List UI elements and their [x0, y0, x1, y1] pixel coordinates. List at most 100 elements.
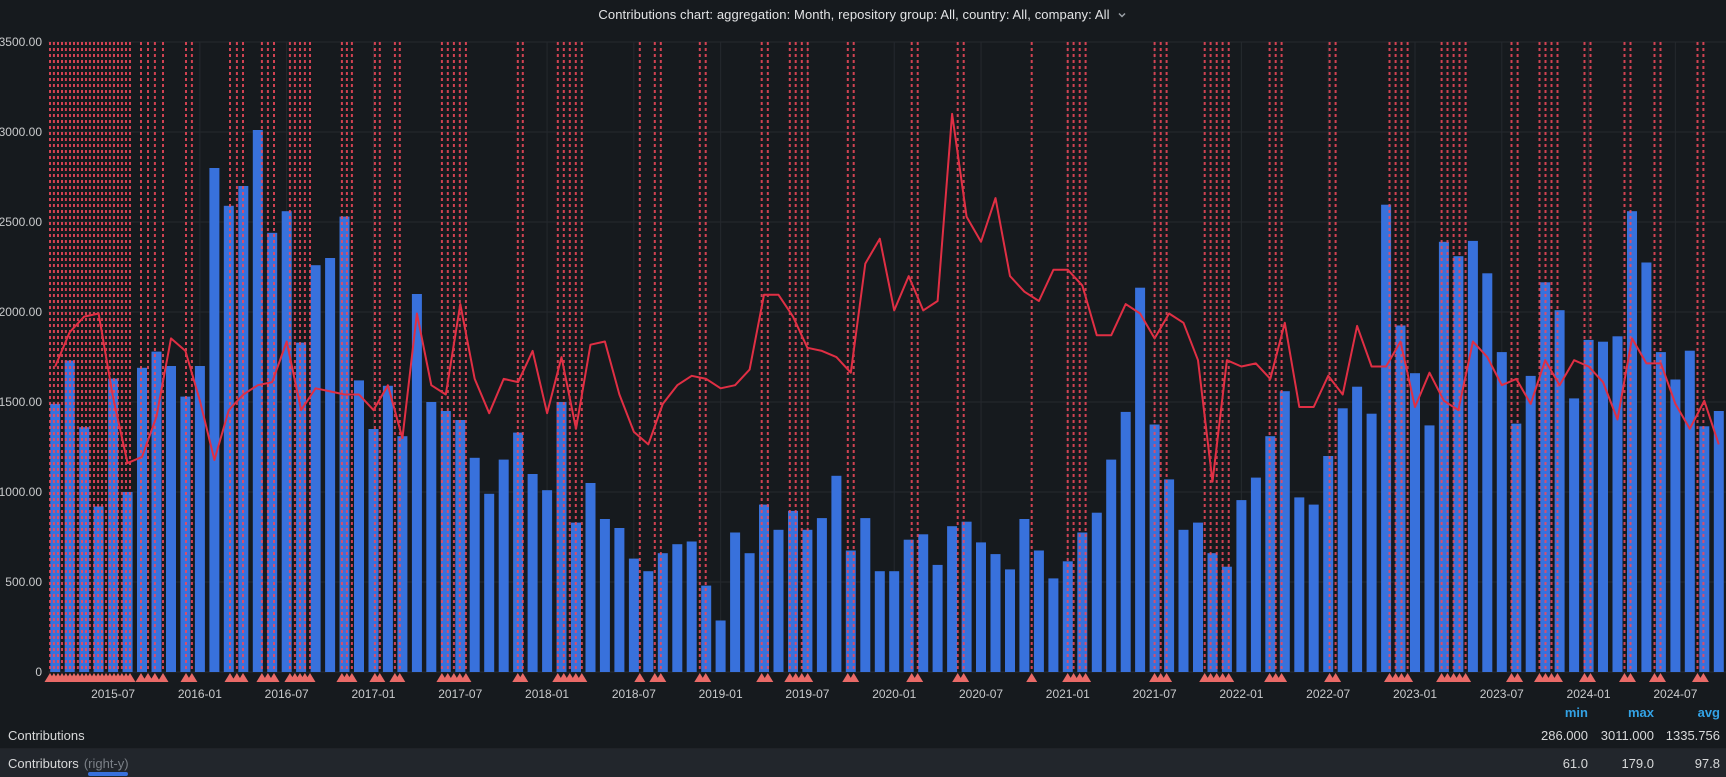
contributors-line[interactable] — [54, 112, 1720, 483]
contributions-bar[interactable] — [1381, 204, 1392, 672]
contributions-bar[interactable] — [903, 539, 914, 672]
contributions-bar[interactable] — [889, 571, 900, 672]
legend-series-name[interactable]: Contributors — [8, 755, 79, 771]
annotation-marker-icon[interactable] — [268, 673, 280, 682]
contributions-bar[interactable] — [1033, 550, 1044, 673]
contributions-bar[interactable] — [585, 483, 596, 672]
contributions-bar[interactable] — [643, 571, 654, 672]
contributions-bar[interactable] — [1612, 336, 1623, 672]
contributions-bar[interactable] — [556, 402, 567, 672]
contributions-bar[interactable] — [281, 211, 292, 672]
contributions-bar[interactable] — [1424, 425, 1435, 672]
contributions-bar[interactable] — [325, 258, 336, 672]
contributions-bar[interactable] — [1135, 287, 1146, 672]
legend-col-max[interactable]: max — [1627, 705, 1654, 720]
contributions-bar[interactable] — [1670, 379, 1681, 673]
chevron-down-icon[interactable] — [1116, 9, 1128, 21]
contributions-bar[interactable] — [1164, 479, 1175, 672]
contributions-bar[interactable] — [1525, 375, 1536, 672]
contributions-bar[interactable] — [368, 429, 379, 672]
annotation-marker-icon[interactable] — [802, 673, 814, 682]
contributions-bar[interactable] — [1337, 408, 1348, 672]
contributions-bar[interactable] — [628, 558, 639, 672]
contributions-bar[interactable] — [79, 427, 90, 672]
contributions-bar[interactable] — [1279, 391, 1290, 672]
contributions-bar[interactable] — [440, 411, 451, 672]
legend-col-avg[interactable]: avg — [1697, 705, 1720, 720]
contributions-bar[interactable] — [1091, 512, 1102, 672]
contributions-bar[interactable] — [686, 541, 697, 673]
annotation-marker-icon[interactable] — [517, 673, 529, 682]
contributions-bar[interactable] — [1019, 519, 1030, 672]
annotation-marker-icon[interactable] — [1330, 673, 1342, 682]
contributions-bar[interactable] — [947, 526, 958, 672]
annotation-marker-icon[interactable] — [912, 673, 924, 682]
contributions-bar[interactable] — [296, 342, 307, 672]
annotation-marker-icon[interactable] — [576, 673, 588, 682]
contributions-bar[interactable] — [382, 385, 393, 672]
annotation-marker-icon[interactable] — [124, 673, 136, 682]
contributions-bar[interactable] — [1641, 262, 1652, 673]
contributions-bar[interactable] — [1713, 411, 1724, 672]
contributions-bar[interactable] — [1684, 350, 1695, 672]
annotation-marker-icon[interactable] — [224, 673, 236, 682]
contributions-bar[interactable] — [1627, 211, 1637, 672]
annotation-marker-icon[interactable] — [394, 673, 406, 682]
contributions-bar[interactable] — [990, 554, 1001, 672]
annotation-marker-icon[interactable] — [1161, 673, 1173, 682]
annotation-marker-icon[interactable] — [1402, 673, 1414, 682]
annotation-marker-icon[interactable] — [1512, 673, 1524, 682]
contributions-bar[interactable] — [976, 542, 986, 672]
legend-series-name[interactable]: Contributions — [8, 728, 85, 743]
contributions-bar[interactable] — [1250, 477, 1261, 672]
contributions-bar[interactable] — [788, 510, 798, 672]
contributions-bar[interactable] — [252, 130, 263, 672]
contributions-bar[interactable] — [1294, 497, 1305, 672]
annotation-marker-icon[interactable] — [958, 673, 970, 682]
contributions-bar[interactable] — [122, 492, 133, 672]
contributions-chart[interactable]: 3500.00 3000.00 2500.00 2000.00 1500.00 1000.… — [0, 28, 1726, 704]
contributions-bar[interactable] — [1005, 569, 1015, 672]
contributions-bar[interactable] — [1323, 456, 1334, 672]
contributions-bar[interactable] — [527, 474, 538, 672]
contributions-bar[interactable] — [1554, 310, 1565, 672]
annotation-marker-icon[interactable] — [142, 673, 154, 682]
contributions-bar[interactable] — [209, 168, 220, 672]
annotation-marker-icon[interactable] — [848, 673, 860, 682]
annotation-marker-icon[interactable] — [1026, 673, 1038, 682]
contributions-bar[interactable] — [498, 459, 509, 672]
annotation-marker-icon[interactable] — [304, 673, 316, 682]
annotation-marker-icon[interactable] — [634, 673, 646, 682]
contributions-bar[interactable] — [137, 367, 147, 672]
contributions-bar[interactable] — [1207, 553, 1218, 672]
panel-title[interactable]: Contributions chart: aggregation: Month,… — [598, 6, 1110, 22]
contributions-bar[interactable] — [773, 529, 784, 672]
annotation-marker-icon[interactable] — [1552, 673, 1563, 682]
annotation-marker-icon[interactable] — [237, 673, 249, 682]
contributions-bar[interactable] — [267, 232, 278, 673]
contributions-bar[interactable] — [1583, 339, 1594, 672]
annotation-marker-icon[interactable] — [1460, 673, 1472, 682]
contributions-bar[interactable] — [845, 550, 856, 673]
legend-series-label[interactable]: Contributors (right-y) — [8, 756, 1522, 771]
contributions-bar[interactable] — [1496, 352, 1507, 672]
contributions-bar[interactable] — [1438, 241, 1449, 673]
annotation-marker-icon[interactable] — [1625, 673, 1636, 682]
contributions-bar[interactable] — [1221, 566, 1232, 672]
legend-row-contributors[interactable]: Contributors (right-y) 61.0 179.0 97.8 — [0, 748, 1726, 777]
legend-series-label[interactable]: Contributions — [8, 728, 1522, 743]
contributions-bar[interactable] — [874, 571, 885, 672]
contributions-bar[interactable] — [1352, 386, 1363, 672]
annotation-marker-icon[interactable] — [1655, 673, 1666, 682]
contributions-bar[interactable] — [1540, 282, 1551, 672]
contributions-bar[interactable] — [932, 564, 943, 672]
contributions-bar[interactable] — [542, 490, 553, 672]
contributions-bar[interactable] — [1699, 426, 1710, 672]
legend-row-contributions[interactable]: Contributions 286.000 3011.000 1335.756 — [0, 723, 1726, 748]
contributions-bar[interactable] — [151, 351, 162, 672]
contributions-bar[interactable] — [1511, 423, 1522, 672]
contributions-bar[interactable] — [339, 216, 350, 672]
contributions-bar[interactable] — [354, 380, 364, 672]
contributions-bar[interactable] — [860, 518, 871, 672]
legend-col-min[interactable]: min — [1564, 705, 1588, 720]
